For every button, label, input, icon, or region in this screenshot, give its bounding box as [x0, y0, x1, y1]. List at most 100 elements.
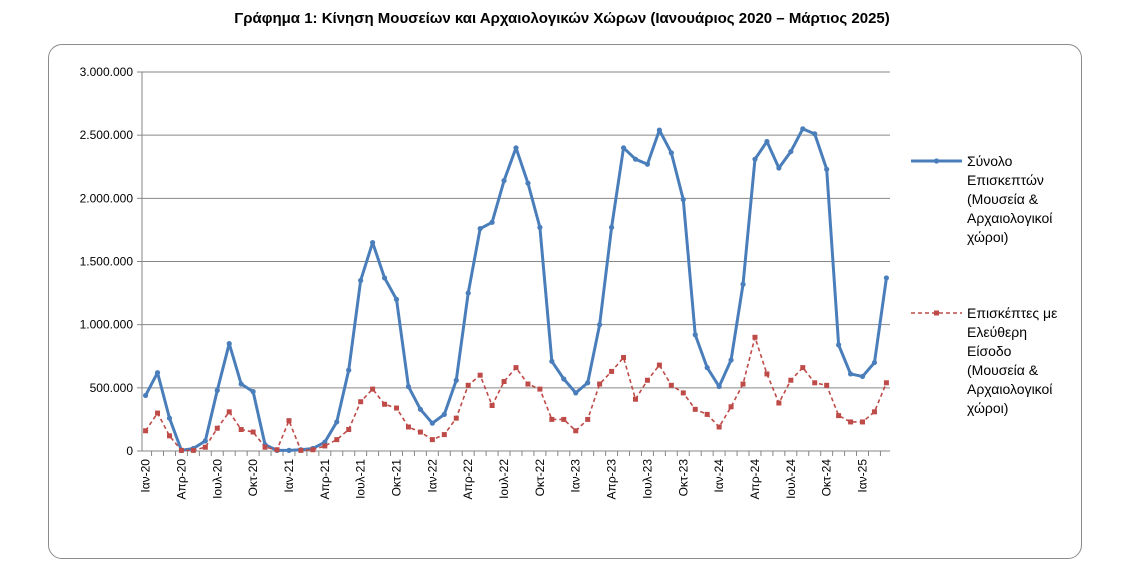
x-tick-label: Ιαν-21 — [282, 459, 296, 493]
data-point — [214, 387, 220, 393]
data-point — [286, 418, 292, 424]
x-tick-label: Οκτ-24 — [820, 459, 834, 497]
data-point — [680, 196, 686, 203]
y-tick-label: 0 — [126, 444, 133, 458]
y-axis: 0 500.000 1.000.000 1.500.000 2.000.000 2.500… — [80, 65, 143, 458]
data-point — [692, 332, 698, 338]
gridlines — [142, 71, 890, 389]
data-point — [704, 411, 710, 417]
data-point — [716, 424, 722, 430]
chart-title: Γράφημα 1: Κίνηση Μουσείων και Αρχαιολογ… — [234, 10, 890, 27]
data-point — [489, 403, 495, 409]
data-point — [824, 166, 830, 172]
data-point — [322, 443, 328, 449]
x-tick-label: Ιουλ-24 — [784, 459, 798, 499]
legend-label-line: Είσοδο — [967, 343, 1012, 359]
x-tick-label: Ιαν-24 — [712, 459, 726, 493]
data-point — [142, 392, 149, 399]
data-point — [788, 377, 794, 383]
y-tick-label: 2.000.000 — [80, 191, 134, 205]
data-point — [860, 419, 866, 425]
series-2 — [143, 334, 889, 453]
data-point — [752, 156, 758, 162]
data-point — [405, 383, 412, 390]
data-point — [680, 390, 686, 396]
x-tick-label: Απρ-24 — [748, 459, 762, 500]
data-point — [298, 447, 304, 453]
data-point — [585, 380, 591, 386]
x-tick-label: Ιουλ-22 — [497, 459, 511, 499]
data-point — [286, 447, 292, 453]
legend-label-line: Αρχαιολογικοί — [967, 381, 1052, 397]
data-point — [501, 379, 507, 385]
data-point — [573, 428, 579, 434]
x-tick-label: Οκτ-22 — [533, 459, 547, 497]
y-tick-label: 2.500.000 — [80, 128, 134, 142]
data-point — [238, 427, 244, 433]
data-point — [692, 406, 698, 412]
data-point — [573, 390, 579, 396]
data-point — [847, 371, 854, 377]
data-point — [513, 365, 519, 371]
data-point — [537, 386, 543, 392]
data-point — [202, 444, 208, 450]
data-point — [871, 409, 877, 415]
data-point — [561, 376, 567, 382]
y-tick-label: 1.000.000 — [80, 318, 134, 332]
data-point — [358, 277, 364, 284]
data-point — [453, 377, 459, 383]
data-point — [812, 131, 818, 137]
data-point — [465, 382, 471, 388]
data-point — [716, 383, 722, 390]
data-point — [632, 396, 638, 402]
data-point — [250, 429, 256, 435]
x-tick-label: Απρ-23 — [605, 459, 619, 500]
data-point — [346, 427, 352, 433]
x-tick-label: Ιαν-23 — [569, 459, 583, 493]
legend-label-line: (Μουσεία & — [967, 362, 1039, 378]
data-point — [477, 372, 483, 378]
data-point — [262, 444, 268, 450]
legend: Σύνολο Επισκεπτών (Μουσεία & Αρχαιολογικοί χ… — [911, 153, 1057, 416]
data-point — [393, 296, 400, 302]
legend-marker — [933, 158, 940, 164]
data-point — [226, 341, 232, 347]
data-point — [525, 180, 531, 186]
data-point — [788, 148, 794, 155]
x-tick-label: Οκτ-21 — [390, 459, 404, 497]
data-point — [537, 224, 543, 230]
data-point — [166, 433, 172, 439]
data-point — [238, 381, 244, 387]
data-point — [525, 381, 531, 387]
series-1 — [142, 126, 890, 453]
data-point — [143, 428, 149, 434]
data-point — [608, 224, 615, 230]
data-point — [154, 370, 161, 376]
data-point — [632, 156, 639, 162]
legend-label-line: Αρχαιολογικοί — [967, 210, 1052, 226]
data-point — [764, 371, 770, 377]
data-point — [190, 447, 196, 453]
chart-frame — [48, 44, 1082, 559]
data-point — [812, 380, 818, 386]
data-point — [597, 381, 603, 387]
series-layer — [142, 126, 890, 453]
data-point — [621, 355, 627, 361]
data-point — [836, 413, 842, 419]
data-point — [764, 138, 770, 145]
x-tick-label: Οκτ-23 — [676, 459, 690, 497]
y-tick-label: 1.500.000 — [80, 255, 134, 269]
data-point — [429, 420, 435, 426]
legend-label-line: (Μουσεία & — [967, 191, 1039, 207]
data-point — [226, 409, 232, 415]
data-point — [848, 419, 854, 425]
x-tick-label: Ιαν-20 — [139, 459, 153, 493]
y-tick-label: 3.000.000 — [80, 65, 134, 79]
data-point — [776, 400, 782, 406]
data-point — [382, 401, 388, 407]
data-point — [274, 447, 280, 453]
data-point — [394, 405, 400, 411]
data-point — [728, 404, 734, 410]
data-point — [214, 425, 220, 431]
data-point — [370, 386, 376, 392]
